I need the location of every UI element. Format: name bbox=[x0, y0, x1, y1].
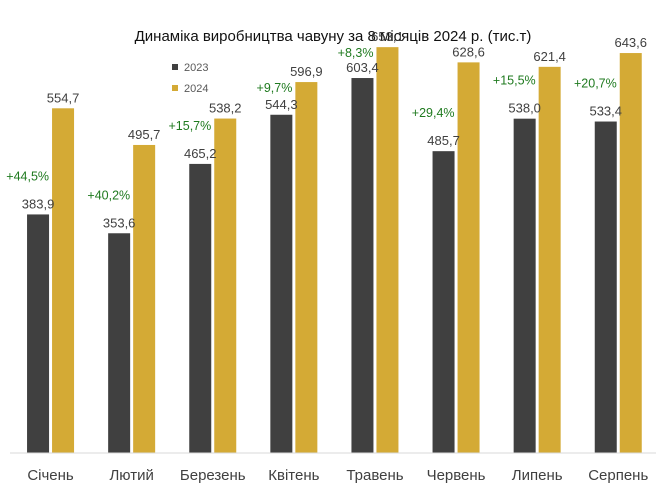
change-label-5: +8,3% bbox=[338, 46, 374, 60]
legend-swatch-2024 bbox=[172, 85, 178, 91]
bar-2024-8 bbox=[619, 53, 642, 453]
bar-2024-7 bbox=[538, 66, 561, 453]
data-labels: 383,9 554,7 +44,5% 353,6 495,7 +40,2% 465,2 538… bbox=[6, 29, 647, 230]
value-label-2023-2: 353,6 bbox=[103, 215, 136, 230]
bar-2024-3 bbox=[214, 118, 237, 453]
value-label-2024-5: 653,1 bbox=[371, 29, 404, 44]
bar-2023-2 bbox=[108, 233, 131, 453]
x-tick-label-3: Березень bbox=[180, 467, 246, 484]
change-label-2: +40,2% bbox=[87, 188, 130, 202]
bars bbox=[27, 47, 642, 454]
legend-label-2023: 2023 bbox=[184, 62, 208, 74]
bar-2024-1 bbox=[52, 108, 75, 453]
bar-2023-6 bbox=[432, 151, 455, 453]
bar-2023-7 bbox=[513, 118, 536, 454]
x-tick-label-4: Квітень bbox=[268, 467, 319, 484]
x-tick-label-7: Липень bbox=[512, 467, 563, 484]
x-tick-label-6: Червень bbox=[427, 467, 486, 484]
value-label-2023-1: 383,9 bbox=[22, 196, 55, 211]
value-label-2023-8: 533,4 bbox=[589, 104, 622, 119]
bar-2024-4 bbox=[295, 82, 318, 454]
bar-2023-8 bbox=[594, 121, 617, 453]
bar-2023-5 bbox=[351, 78, 374, 453]
x-axis-ticks: Січень Лютий Березень Квітень Травень Червень… bbox=[27, 467, 648, 484]
value-label-2024-7: 621,4 bbox=[533, 49, 566, 64]
x-tick-label-2: Лютий bbox=[109, 467, 153, 484]
value-label-2024-3: 538,2 bbox=[209, 101, 242, 116]
value-label-2024-4: 596,9 bbox=[290, 64, 323, 79]
change-label-8: +20,7% bbox=[574, 77, 617, 91]
value-label-2023-4: 544,3 bbox=[265, 97, 298, 112]
value-label-2023-7: 538,0 bbox=[508, 101, 541, 116]
bar-2024-6 bbox=[457, 62, 480, 454]
bar-2024-2 bbox=[133, 144, 156, 453]
x-tick-label-8: Серпень bbox=[588, 467, 648, 484]
change-label-3: +15,7% bbox=[169, 119, 212, 133]
value-label-2024-8: 643,6 bbox=[614, 35, 647, 50]
bar-2023-3 bbox=[189, 163, 212, 453]
bar-2024-5 bbox=[376, 47, 399, 454]
legend: 2023 2024 bbox=[172, 62, 208, 95]
value-label-2023-3: 465,2 bbox=[184, 146, 217, 161]
change-label-4: +9,7% bbox=[257, 81, 293, 95]
bar-2023-1 bbox=[27, 214, 50, 453]
legend-swatch-2023 bbox=[172, 64, 178, 70]
change-label-7: +15,5% bbox=[493, 74, 536, 88]
value-label-2023-6: 485,7 bbox=[427, 133, 460, 148]
chart-title: Динаміка виробництва чавуну за 8 місяців… bbox=[135, 28, 532, 45]
x-tick-label-1: Січень bbox=[27, 467, 74, 484]
legend-label-2024: 2024 bbox=[184, 83, 208, 95]
value-label-2023-5: 603,4 bbox=[346, 60, 379, 75]
value-label-2024-6: 628,6 bbox=[452, 44, 485, 59]
value-label-2024-1: 554,7 bbox=[47, 90, 80, 105]
value-label-2024-2: 495,7 bbox=[128, 127, 161, 142]
x-tick-label-5: Травень bbox=[346, 467, 403, 484]
change-label-6: +29,4% bbox=[412, 106, 455, 120]
bar-2023-4 bbox=[270, 114, 293, 453]
change-label-1: +44,5% bbox=[6, 169, 49, 183]
